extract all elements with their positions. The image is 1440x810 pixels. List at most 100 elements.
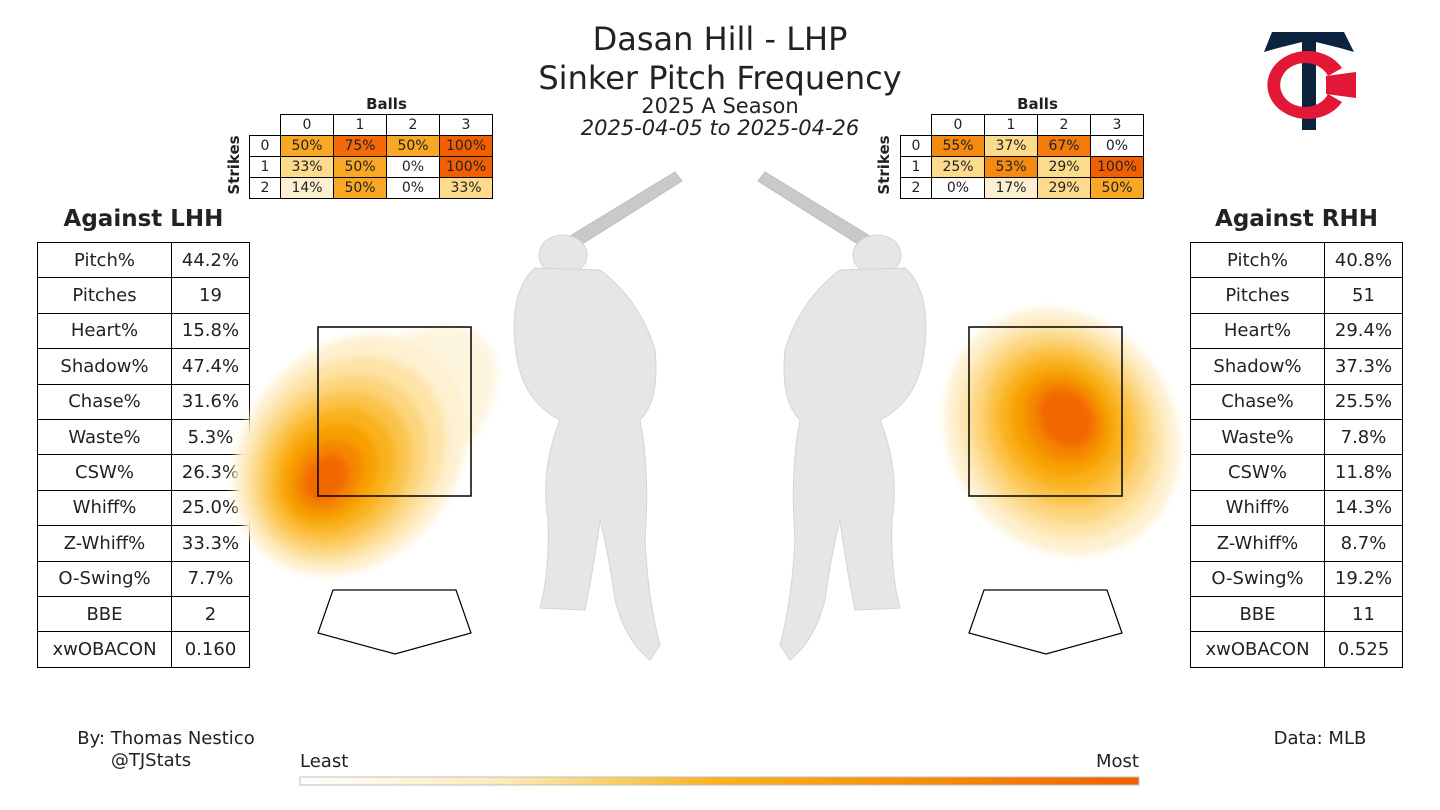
lhh-count-cell: 14% xyxy=(280,177,334,199)
lhh-stats-row: Chase% 31.6% xyxy=(37,383,250,420)
date-range: 2025-04-05 to 2025-04-26 xyxy=(580,116,860,140)
rhh-density-level xyxy=(1037,387,1095,449)
rhh-stat-value: 14.3% xyxy=(1324,489,1403,527)
lhh-stat-label: Pitch% xyxy=(37,241,172,279)
season-label: 2025 A Season xyxy=(641,94,799,118)
lhh-stat-label: O-Swing% xyxy=(37,560,172,597)
lhh-stat-value: 19 xyxy=(171,277,250,314)
rhh-count-cell: 25% xyxy=(931,156,985,178)
lhh-stat-value: 15.8% xyxy=(171,312,250,350)
credit-author: By: Thomas Nestico xyxy=(77,728,255,749)
lhh-stats-row: Heart% 15.8% xyxy=(37,312,250,350)
rhh-stats-row: Shadow% 37.3% xyxy=(1190,348,1403,385)
lhh-stats-row: BBE 2 xyxy=(37,595,250,633)
rhh-stats-row: Waste% 7.8% xyxy=(1190,418,1403,456)
lhh-stat-label: Pitches xyxy=(37,277,172,314)
lhh-stat-value: 47.4% xyxy=(171,348,250,385)
rhh-count-cell: 50% xyxy=(1090,177,1144,199)
rhh-count-cell: 17% xyxy=(984,177,1038,199)
rhh-count-cell: 55% xyxy=(931,135,985,157)
lhh-stat-value: 25.0% xyxy=(171,489,250,527)
lhh-batter-body xyxy=(513,267,661,661)
rhh-stat-label: Z-Whiff% xyxy=(1190,525,1325,562)
lhh-batter-silhouette xyxy=(513,171,683,661)
rhh-strike-zone xyxy=(968,326,1123,497)
rhh-balls-label: Balls xyxy=(1017,95,1058,113)
lhh-stat-label: xwOBACON xyxy=(37,631,172,668)
lhh-stat-label: Z-Whiff% xyxy=(37,525,172,562)
rhh-stat-value: 11.8% xyxy=(1324,454,1403,491)
team-logo xyxy=(1264,32,1356,130)
rhh-stat-value: 8.7% xyxy=(1324,525,1403,562)
rhh-stat-value: 25.5% xyxy=(1324,383,1403,420)
rhh-stat-label: O-Swing% xyxy=(1190,560,1325,597)
lhh-stats-row: Pitch% 44.2% xyxy=(37,241,250,279)
lhh-stat-label: Chase% xyxy=(37,383,172,420)
rhh-stat-value: 51 xyxy=(1324,277,1403,314)
rhh-stats-row: Whiff% 14.3% xyxy=(1190,489,1403,527)
rhh-batter-body xyxy=(779,267,927,661)
lhh-count-cell: 50% xyxy=(333,177,387,199)
lhh-stats-row: O-Swing% 7.7% xyxy=(37,560,250,597)
colorbar-least-label: Least xyxy=(300,751,349,772)
lhh-stat-label: BBE xyxy=(37,595,172,633)
lhh-panel-title: Against LHH xyxy=(63,206,224,232)
rhh-stat-label: Shadow% xyxy=(1190,348,1325,385)
lhh-stat-label: CSW% xyxy=(37,454,172,491)
lhh-ball-header: 3 xyxy=(439,114,493,136)
rhh-stats-row: Heart% 29.4% xyxy=(1190,312,1403,350)
lhh-stats-row: Waste% 5.3% xyxy=(37,418,250,456)
data-source: Data: MLB xyxy=(1273,728,1367,749)
lhh-balls-label: Balls xyxy=(366,95,407,113)
rhh-count-cell: 67% xyxy=(1037,135,1091,157)
rhh-stat-value: 37.3% xyxy=(1324,348,1403,385)
lhh-stats-row: Z-Whiff% 33.3% xyxy=(37,525,250,562)
lhh-count-cell: 50% xyxy=(280,135,334,157)
rhh-batter-silhouette xyxy=(757,171,927,661)
lhh-count-cell: 0% xyxy=(386,156,440,178)
lhh-stat-value: 44.2% xyxy=(171,241,250,279)
rhh-stats-row: Chase% 25.5% xyxy=(1190,383,1403,420)
rhh-count-table: 0 1 2 3 0 55% 37% 67% 0% 1 25% 53% 29% 1… xyxy=(900,114,1144,199)
lhh-strike-zone xyxy=(317,326,472,497)
rhh-ball-header: 3 xyxy=(1090,114,1144,136)
lhh-stat-value: 31.6% xyxy=(171,383,250,420)
lhh-stat-value: 7.7% xyxy=(171,560,250,597)
rhh-stat-value: 40.8% xyxy=(1324,241,1403,279)
lhh-home-plate xyxy=(317,589,472,655)
lhh-stats-row: Whiff% 25.0% xyxy=(37,489,250,527)
rhh-stats-table: Pitch% 40.8% Pitches 51 Heart% 29.4% Shadow% 37… xyxy=(1190,241,1403,668)
credit-handle: @TJStats xyxy=(110,750,192,771)
chart-subtitle: Sinker Pitch Frequency xyxy=(538,59,902,97)
rhh-stat-label: CSW% xyxy=(1190,454,1325,491)
rhh-panel-title: Against RHH xyxy=(1215,206,1378,232)
lhh-stat-value: 33.3% xyxy=(171,525,250,562)
rhh-stats-row: CSW% 11.8% xyxy=(1190,454,1403,491)
rhh-stat-value: 29.4% xyxy=(1324,312,1403,350)
rhh-stat-value: 0.525 xyxy=(1324,631,1403,668)
rhh-count-cell: 0% xyxy=(931,177,985,199)
lhh-count-cell: 75% xyxy=(333,135,387,157)
lhh-stat-value: 2 xyxy=(171,595,250,633)
rhh-stat-label: Heart% xyxy=(1190,312,1325,350)
rhh-stat-label: Chase% xyxy=(1190,383,1325,420)
rhh-stats-row: O-Swing% 19.2% xyxy=(1190,560,1403,597)
lhh-stats-row: Pitches 19 xyxy=(37,277,250,314)
lhh-stat-value: 0.160 xyxy=(171,631,250,668)
lhh-stats-row: Shadow% 47.4% xyxy=(37,348,250,385)
lhh-count-cell: 50% xyxy=(333,156,387,178)
rhh-count-cell: 29% xyxy=(1037,177,1091,199)
rhh-home-plate xyxy=(968,589,1123,655)
colorbar xyxy=(299,776,1140,786)
lhh-density-level xyxy=(303,454,349,502)
lhh-stat-label: Whiff% xyxy=(37,489,172,527)
chart-title: Dasan Hill - LHP xyxy=(592,20,848,58)
rhh-stat-label: Whiff% xyxy=(1190,489,1325,527)
lhh-count-cell: 50% xyxy=(386,135,440,157)
lhh-count-cell: 33% xyxy=(439,177,493,199)
colorbar-most-label: Most xyxy=(1096,751,1139,772)
lhh-count-cell: 100% xyxy=(439,135,493,157)
rhh-stat-value: 19.2% xyxy=(1324,560,1403,597)
lhh-count-cell: 0% xyxy=(386,177,440,199)
